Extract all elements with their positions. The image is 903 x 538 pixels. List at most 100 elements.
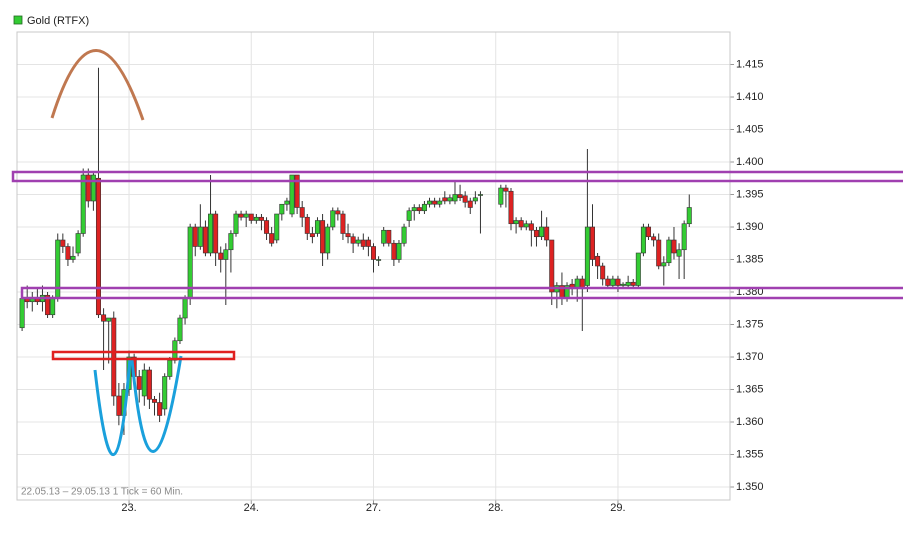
candle-body (75, 233, 81, 254)
candle-body (605, 278, 611, 286)
candle-body (447, 197, 453, 202)
candle-body (635, 252, 641, 286)
candle-body (197, 226, 203, 247)
candle-body (544, 226, 550, 241)
candle-body (248, 213, 254, 221)
candle-body (136, 376, 142, 390)
candle-body (335, 210, 341, 215)
y-tick-label: 1.370 (736, 351, 764, 363)
candle-body (304, 216, 310, 234)
candle-body (671, 239, 677, 254)
candle-body (289, 174, 295, 215)
candle-body (60, 239, 66, 247)
candle-body (467, 200, 473, 208)
candle-body (498, 187, 504, 205)
candle-body (656, 239, 662, 267)
candle-body (360, 239, 366, 247)
candle-body (192, 226, 198, 247)
candle-body (472, 197, 478, 202)
y-tick-label: 1.385 (736, 253, 764, 265)
candle-body (432, 200, 438, 205)
y-tick-label: 1.355 (736, 448, 764, 460)
candle-body (65, 246, 71, 260)
candle-body (218, 252, 224, 260)
y-tick-label: 1.375 (736, 318, 764, 330)
candle-body (19, 298, 25, 329)
candle-body (264, 220, 270, 234)
candle-body (208, 213, 214, 254)
zone-drawing (51, 350, 236, 361)
candle-body (477, 194, 483, 196)
candle-body (70, 255, 76, 260)
candle-body (528, 223, 534, 231)
candle-body (279, 203, 285, 215)
candle-body (243, 213, 249, 218)
plot-frame (16, 31, 731, 501)
x-tick-label: 29. (610, 502, 625, 514)
candle-body (421, 203, 427, 212)
candle-body (513, 220, 519, 225)
curve-drawing (130, 355, 183, 453)
candle-body (437, 200, 443, 205)
candle-body (406, 210, 412, 221)
x-tick-label: 28. (488, 502, 503, 514)
curve-drawing (93, 357, 132, 456)
candle-body (80, 174, 86, 234)
y-tick-label: 1.360 (736, 416, 764, 428)
candle-body (146, 369, 152, 400)
x-tick-label: 23. (121, 502, 136, 514)
candle-body (182, 298, 188, 319)
candle-body (401, 226, 407, 244)
candle-body (340, 213, 346, 234)
candle-body (615, 278, 621, 286)
candle-body (391, 242, 397, 260)
candle-body (640, 226, 646, 254)
candle-body (411, 207, 417, 212)
candle-body (284, 200, 290, 205)
legend-swatch (13, 15, 23, 25)
candle-body (681, 223, 687, 251)
candle-body (416, 207, 422, 212)
candle-body (646, 226, 652, 238)
candle-body (625, 281, 631, 286)
candle-body (299, 207, 305, 218)
candle-body (595, 255, 601, 267)
candle-body (85, 174, 91, 202)
candle-body (253, 216, 259, 221)
support-band (20, 286, 903, 300)
candle-body (228, 233, 234, 251)
candle-body (386, 229, 392, 244)
candle-body (106, 317, 112, 322)
candle-body (162, 376, 168, 410)
candle-body (141, 369, 147, 397)
candle-body (309, 233, 315, 238)
candle-body (320, 220, 326, 254)
candle-body (452, 194, 458, 202)
candle-body (666, 239, 672, 264)
candle-body (620, 283, 626, 286)
candle-body (330, 210, 336, 228)
y-tick-label: 1.405 (736, 123, 764, 135)
y-tick-label: 1.410 (736, 91, 764, 103)
x-tick-label: 24. (244, 502, 259, 514)
y-tick-label: 1.365 (736, 383, 764, 395)
candle-body (457, 194, 463, 199)
candle-body (503, 187, 509, 192)
candle-body (584, 226, 590, 286)
candle-body (101, 314, 107, 322)
y-tick-label: 1.395 (736, 188, 764, 200)
candle-body (630, 281, 636, 286)
footnote: 22.05.13 – 29.05.13 1 Tick = 60 Min. (21, 487, 183, 498)
candle-body (350, 236, 356, 244)
annotations (11, 49, 903, 456)
candle-body (610, 278, 616, 286)
candle-body (427, 200, 433, 205)
candle-body (355, 239, 361, 244)
candle-body (55, 239, 61, 299)
candle-body (462, 195, 468, 203)
candle-body (111, 317, 117, 397)
candle-body (233, 213, 239, 234)
candle-body (258, 216, 264, 221)
legend-label: Gold (RTFX) (27, 15, 89, 27)
